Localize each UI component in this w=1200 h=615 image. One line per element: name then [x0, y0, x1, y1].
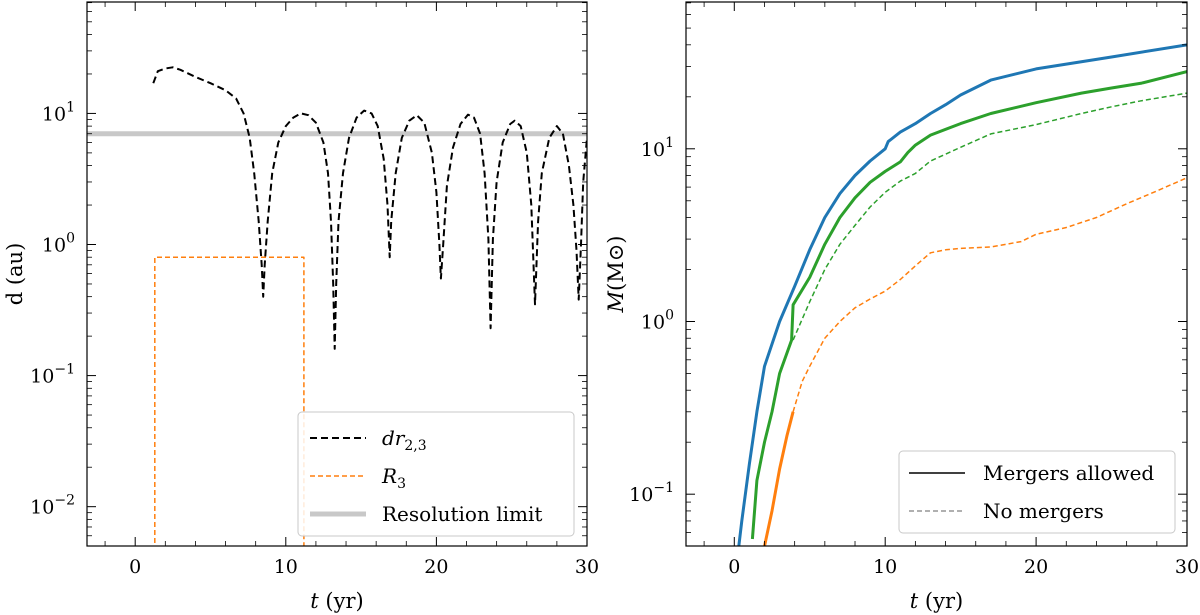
y-tick-label: 10−2	[30, 493, 75, 519]
right-legend-label: No mergers	[983, 499, 1104, 523]
left-x-axis-label: t (yr)	[310, 589, 363, 613]
left-axes-frame	[86, 1, 588, 547]
left-legend-label: Resolution limit	[382, 502, 542, 526]
right-legend-label: Mergers allowed	[983, 461, 1154, 485]
left-plot-lines	[87, 66, 587, 546]
left-y-axis-label: d (au)	[3, 243, 27, 306]
x-tick-label: 0	[728, 556, 740, 578]
right-legend-box	[898, 450, 1176, 534]
y-tick-label: 10−1	[629, 480, 674, 506]
x-tick-label: 20	[424, 556, 448, 578]
x-tick-label: 30	[575, 556, 599, 578]
y-tick-label: 100	[641, 307, 674, 333]
x-tick-label: 10	[873, 556, 897, 578]
y-tick-label: 101	[42, 99, 75, 125]
right-panel: 0 10 20 30 101 100 10−1 Mergers allowed No merg…	[604, 1, 1199, 613]
left-legend-label: dr2,3	[382, 426, 427, 454]
x-tick-label: 20	[1024, 556, 1048, 578]
y-tick-label: 100	[42, 231, 75, 257]
left-legend-box	[297, 411, 575, 537]
x-tick-label: 30	[1175, 556, 1199, 578]
right-series-3-line	[763, 411, 795, 546]
right-series-1-line	[750, 70, 1187, 540]
left-legend: dr2,3 R3 Resolution limit	[297, 411, 575, 537]
left-ticks: 0 10 20 30 101 100 10−1 10−2	[30, 2, 599, 578]
right-legend: Mergers allowed No mergers	[898, 450, 1176, 534]
left-panel: 0 10 20 30 101 100 10−1 10−2 dr2,3 R3 Resolution …	[3, 1, 599, 613]
y-tick-label: 10−1	[30, 362, 75, 388]
right-x-axis-label: t (yr)	[910, 589, 963, 613]
right-series-4-line	[792, 177, 1187, 413]
left-legend-label: R3	[381, 464, 406, 492]
x-tick-label: 10	[274, 556, 298, 578]
right-axes-frame	[685, 1, 1188, 547]
left-series-r3-line	[154, 256, 305, 546]
right-series-2-line	[792, 92, 1187, 341]
x-tick-label: 0	[129, 556, 141, 578]
left-series-dr2-3-line	[152, 66, 587, 350]
right-plot-lines	[737, 43, 1187, 546]
y-tick-label: 101	[641, 135, 674, 161]
right-y-axis-label: M(M⊙)	[604, 236, 628, 314]
right-series-0-line	[737, 43, 1187, 546]
right-ticks: 0 10 20 30 101 100 10−1	[629, 2, 1199, 578]
